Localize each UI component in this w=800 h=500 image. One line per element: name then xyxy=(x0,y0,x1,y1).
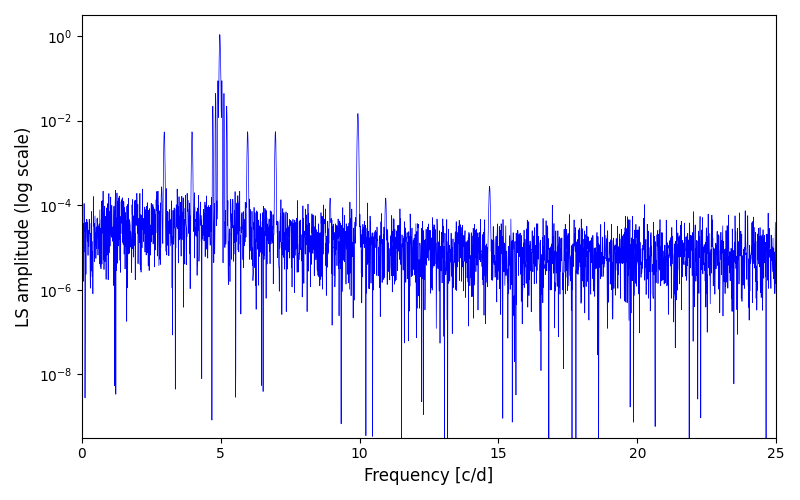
X-axis label: Frequency [c/d]: Frequency [c/d] xyxy=(364,467,494,485)
Y-axis label: LS amplitude (log scale): LS amplitude (log scale) xyxy=(15,126,33,326)
